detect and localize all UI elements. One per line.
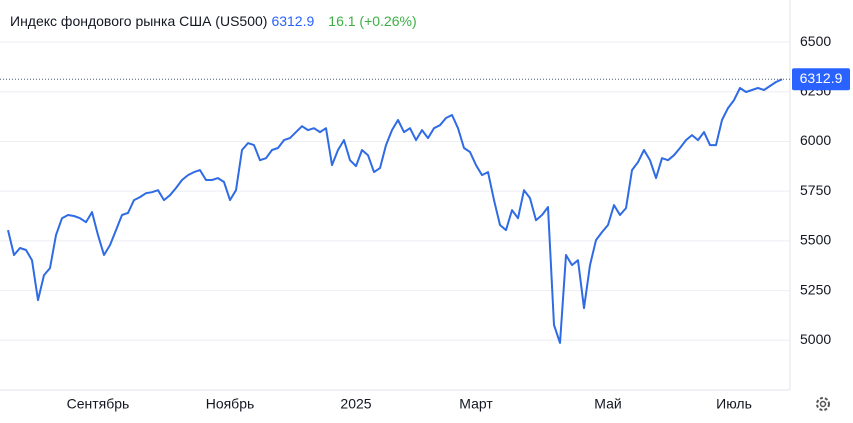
gear-inner[interactable] bbox=[819, 400, 827, 408]
last-price-box bbox=[792, 68, 850, 91]
x-tick-label: Май bbox=[594, 396, 621, 412]
last-price: 6312.9 bbox=[271, 13, 314, 29]
y-tick-label: 5500 bbox=[800, 232, 831, 248]
y-tick-label: 5000 bbox=[800, 331, 831, 347]
last-price-label: 6312.9 bbox=[800, 70, 843, 86]
settings-icon[interactable] bbox=[816, 397, 830, 411]
y-tick-label: 6500 bbox=[800, 33, 831, 49]
y-tick-label: 5750 bbox=[800, 182, 831, 198]
x-tick-label: 2025 bbox=[340, 396, 371, 412]
y-tick-label: 6000 bbox=[800, 132, 831, 148]
x-tick-label: Ноябрь bbox=[206, 396, 255, 412]
x-tick-label: Июль bbox=[716, 396, 752, 412]
gear-outer[interactable] bbox=[816, 397, 830, 411]
price-line bbox=[7, 78, 783, 344]
y-tick-label: 5250 bbox=[800, 281, 831, 297]
price-change: 16.1 (+0.26%) bbox=[328, 13, 416, 29]
x-tick-label: Сентябрь bbox=[67, 396, 130, 412]
x-tick-label: Март bbox=[459, 396, 493, 412]
title: Индекс фондового рынка США (US500) bbox=[10, 13, 267, 29]
grid bbox=[0, 41, 790, 341]
chart-title: Индекс фондового рынка США (US500) 6312.9… bbox=[10, 13, 417, 29]
